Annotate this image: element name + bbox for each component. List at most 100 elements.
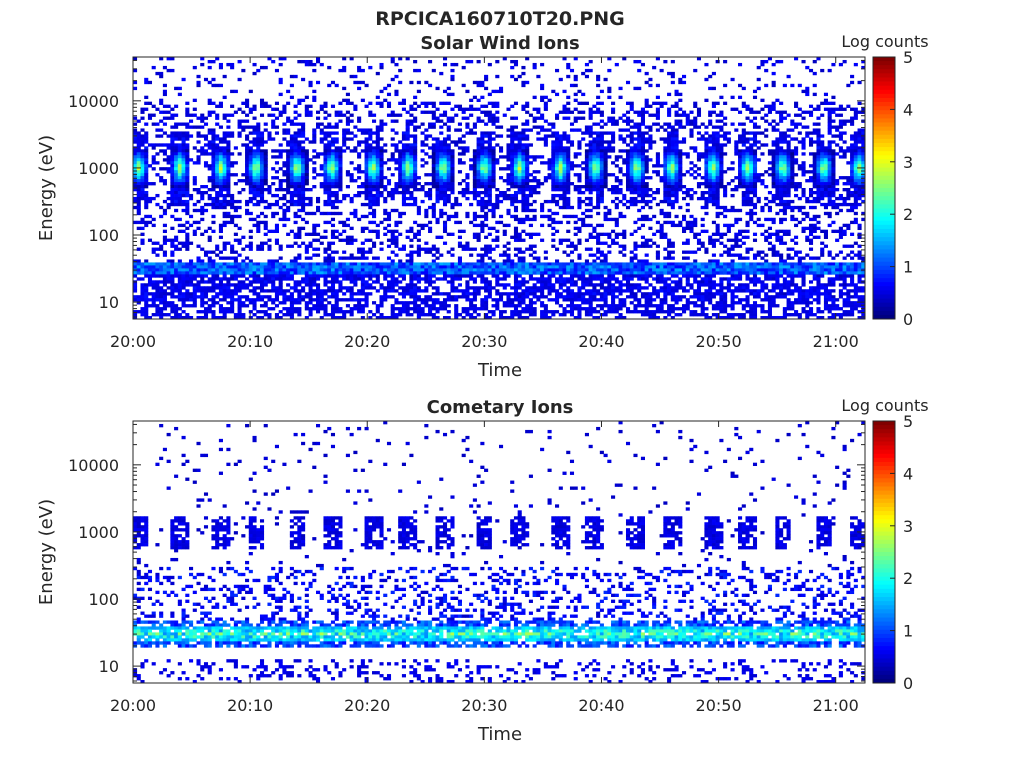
spectrogram-cell <box>398 176 403 180</box>
spectrogram-cell <box>536 131 541 135</box>
spectrogram-cell <box>383 208 388 213</box>
spectrogram-cell <box>413 143 418 147</box>
spectrogram-cell <box>207 128 212 132</box>
spectrogram-cell <box>528 143 533 147</box>
spectrogram-cell <box>566 65 571 70</box>
spectrogram-cell <box>409 265 414 269</box>
spectrogram-cell <box>267 259 272 263</box>
spectrogram-cell <box>177 247 182 251</box>
spectrogram-cell <box>540 265 545 269</box>
spectrogram-cell <box>446 310 451 314</box>
spectrogram-cell <box>316 277 321 281</box>
spectrogram-cell <box>372 161 377 165</box>
spectrogram-cell <box>409 271 414 275</box>
spectrogram-cell <box>383 122 388 126</box>
spectrogram-cell <box>368 149 373 153</box>
spectrogram-cell <box>517 232 522 236</box>
spectrogram-cell <box>409 149 414 153</box>
spectrogram-cell <box>151 217 156 222</box>
spectrogram-cell <box>327 190 332 195</box>
spectrogram-cell <box>349 57 354 61</box>
spectrogram-cell <box>577 205 582 210</box>
spectrogram-cell <box>140 289 145 293</box>
spectrogram-cell <box>334 149 339 153</box>
spectrogram-cell <box>211 301 216 305</box>
spectrogram-cell <box>226 307 231 311</box>
spectrogram-cell <box>540 304 545 308</box>
spectrogram-cell <box>189 316 194 320</box>
spectrogram-cell <box>334 146 339 150</box>
spectrogram-cell <box>398 80 403 85</box>
spectrogram-cell <box>233 182 238 186</box>
spectrogram-cell <box>230 283 235 287</box>
spectrogram-cell <box>465 286 470 290</box>
spectrogram-cell <box>144 295 149 299</box>
spectrogram-cell <box>487 283 492 287</box>
spectrogram-cell <box>327 173 332 177</box>
spectrogram-cell <box>573 164 578 168</box>
spectrogram-cell <box>450 214 455 219</box>
spectrogram-cell <box>383 316 388 320</box>
spectrogram-cell <box>543 304 548 308</box>
spectrogram-cell <box>431 146 436 150</box>
spectrogram-cell <box>588 304 593 308</box>
spectrogram-cell <box>435 188 440 192</box>
spectrogram-cell <box>551 286 556 290</box>
spectrogram-cell <box>304 59 309 64</box>
spectrogram-cell <box>226 158 231 162</box>
spectrogram-cell <box>446 116 451 120</box>
spectrogram-cell <box>174 235 179 239</box>
spectrogram-cell <box>573 298 578 302</box>
spectrogram-cell <box>136 208 141 213</box>
spectrogram-cell <box>592 226 597 231</box>
spectrogram-cell <box>543 313 548 317</box>
spectrogram-cell <box>510 292 515 296</box>
spectrogram-cell <box>446 137 451 141</box>
spectrogram-cell <box>274 295 279 299</box>
spectrogram-cell <box>256 173 261 177</box>
spectrogram-cell <box>435 307 440 311</box>
spectrogram-cell <box>555 92 560 97</box>
spectrogram-cell <box>461 190 466 195</box>
spectrogram-cell <box>476 274 481 278</box>
spectrogram-cell <box>386 256 392 260</box>
spectrogram-cell <box>551 289 556 293</box>
spectrogram-cell <box>342 316 347 320</box>
spectrogram-cell <box>304 265 309 269</box>
spectrogram-cell <box>230 301 235 305</box>
spectrogram-cell <box>263 65 268 70</box>
spectrogram-cell <box>499 283 504 287</box>
spectrogram-cell <box>271 271 276 275</box>
spectrogram-cell <box>532 185 537 189</box>
spectrogram-cell <box>192 188 197 192</box>
spectrogram-cell <box>245 283 250 287</box>
spectrogram-cell <box>286 271 291 275</box>
spectrogram-cell <box>592 253 597 257</box>
spectrogram-cell <box>330 173 336 177</box>
spectrogram-cell <box>502 179 507 183</box>
spectrogram-cell <box>506 223 511 228</box>
spectrogram-cell <box>312 223 317 228</box>
spectrogram-cell <box>177 292 182 296</box>
spectrogram-cell <box>476 80 481 85</box>
spectrogram-cell <box>454 220 459 225</box>
spectrogram-cell <box>536 259 541 263</box>
spectrogram-cell <box>592 274 597 278</box>
spectrogram-cell <box>349 199 354 204</box>
spectrogram-cell <box>301 170 306 174</box>
spectrogram-cell <box>263 152 268 156</box>
spectrogram-cell <box>211 161 216 165</box>
spectrogram-cell <box>203 208 209 213</box>
spectrogram-cell <box>230 199 235 204</box>
spectrogram-cell <box>513 176 519 180</box>
spectrogram-cell <box>174 158 179 162</box>
spectrogram-cell <box>372 211 377 216</box>
spectrogram-cell <box>233 298 238 302</box>
spectrogram-cell <box>166 68 171 73</box>
spectrogram-cell <box>446 185 451 189</box>
spectrogram-cell <box>241 68 246 73</box>
spectrogram-cell <box>502 167 507 171</box>
spectrogram-cell <box>558 277 563 281</box>
spectrogram-cell <box>174 104 179 108</box>
spectrogram-cell <box>401 152 406 156</box>
